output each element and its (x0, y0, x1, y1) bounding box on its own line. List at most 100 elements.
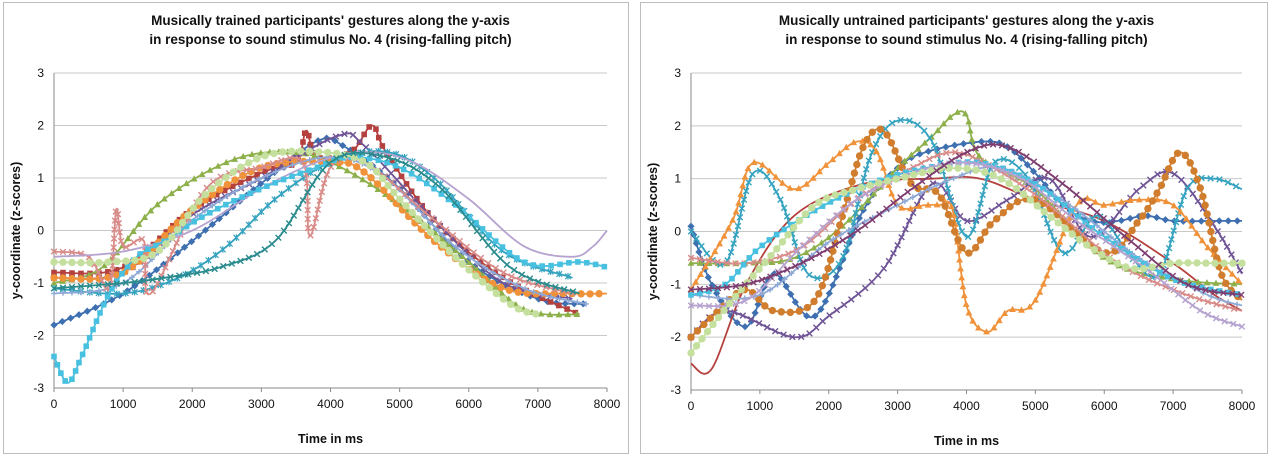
trained-data-point (77, 259, 85, 267)
untrained-data-point (709, 320, 717, 329)
untrained-data-point (1068, 230, 1076, 238)
untrained-data-point (883, 177, 892, 185)
untrained-data-point (1229, 259, 1237, 267)
untrained-data-point (877, 155, 884, 163)
trained-data-point (556, 270, 563, 278)
trained-data-point (499, 244, 506, 250)
untrained-data-point (914, 145, 922, 152)
untrained-data-point (1040, 185, 1046, 192)
trained-data-point (382, 173, 391, 181)
untrained-data-point (1187, 293, 1195, 300)
untrained-data-point (944, 185, 952, 192)
trained-data-point (462, 213, 470, 221)
untrained-data-point (1221, 303, 1229, 310)
untrained-data-point (1102, 237, 1110, 245)
untrained-data-point (959, 172, 965, 178)
untrained-data-point (874, 179, 883, 187)
trained-data-point (86, 282, 94, 289)
untrained-data-point (859, 137, 866, 144)
untrained-data-point (791, 238, 799, 246)
untrained-data-point (811, 207, 818, 214)
untrained-data-point (1069, 244, 1076, 252)
trained-data-point (439, 232, 446, 238)
untrained-data-point (1126, 214, 1134, 223)
trained-data-point (50, 321, 58, 329)
untrained-data-point (906, 117, 913, 125)
untrained-data-point (767, 273, 774, 280)
trained-data-point (315, 155, 322, 161)
trained-data-point (149, 276, 156, 283)
untrained-data-point (729, 216, 737, 223)
untrained-series-p6 (687, 137, 1243, 335)
trained-data-point (201, 226, 210, 234)
untrained-data-point (1087, 217, 1093, 223)
trained-data-point (245, 254, 253, 262)
untrained-data-point (731, 309, 738, 316)
untrained-data-point (847, 232, 854, 239)
untrained-data-point (1024, 176, 1031, 183)
trained-data-point (290, 212, 298, 219)
untrained-y-tick-label: -3 (670, 383, 681, 397)
trained-data-point (239, 171, 247, 180)
untrained-data-point (808, 204, 816, 212)
untrained-data-point (1166, 259, 1174, 268)
trained-data-point (255, 186, 262, 193)
untrained-series-p11 (687, 159, 1246, 330)
untrained-data-point (1236, 267, 1244, 274)
trained-data-point (314, 137, 322, 145)
untrained-data-point (762, 281, 769, 289)
trained-data-point (505, 286, 514, 294)
trained-data-point (201, 190, 209, 199)
untrained-data-point (956, 256, 963, 263)
trained-data-point (83, 343, 89, 349)
trained-data-point (264, 202, 272, 209)
untrained-data-point (823, 246, 831, 253)
untrained-data-point (1163, 253, 1170, 261)
trained-data-point (113, 266, 120, 273)
untrained-data-point (918, 190, 924, 196)
untrained-data-point (950, 175, 957, 182)
untrained-data-point (1213, 300, 1220, 308)
trained-data-point (398, 173, 405, 180)
untrained-data-point (944, 210, 953, 219)
untrained-data-point (1168, 236, 1175, 243)
untrained-data-point (969, 153, 976, 161)
untrained-data-point (999, 166, 1006, 174)
untrained-data-point (964, 148, 971, 156)
untrained-data-point (1174, 291, 1182, 298)
untrained-data-point (1230, 280, 1238, 287)
untrained-data-point (716, 240, 724, 247)
untrained-data-point (921, 139, 929, 146)
trained-data-point (408, 208, 416, 217)
trained-data-point (268, 240, 276, 248)
trained-data-point (86, 275, 94, 283)
untrained-data-point (734, 222, 742, 230)
trained-data-point (168, 189, 175, 197)
untrained-data-point (774, 281, 781, 288)
untrained-data-point (1222, 279, 1230, 287)
untrained-data-point (795, 307, 803, 315)
trained-data-point (215, 205, 221, 212)
trained-series-p11 (50, 147, 540, 318)
untrained-data-point (955, 152, 963, 160)
untrained-data-point (1030, 190, 1038, 198)
trained-data-point (384, 181, 392, 190)
untrained-data-point (1216, 288, 1223, 294)
trained-data-point (463, 243, 470, 251)
untrained-data-point (1087, 227, 1095, 235)
trained-data-point (152, 266, 161, 274)
untrained-data-point (989, 141, 997, 148)
untrained-data-point (1065, 218, 1073, 226)
untrained-data-point (1211, 259, 1219, 267)
trained-data-point (280, 164, 286, 170)
untrained-data-point (1008, 158, 1016, 166)
trained-data-point (193, 269, 201, 277)
untrained-data-point (1184, 259, 1192, 267)
trained-data-point (410, 164, 417, 172)
untrained-data-point (1177, 208, 1184, 215)
trained-data-point (224, 193, 231, 199)
untrained-data-point (911, 167, 918, 174)
untrained-data-point (795, 217, 804, 225)
untrained-data-point (845, 216, 853, 223)
untrained-data-point (842, 143, 850, 151)
